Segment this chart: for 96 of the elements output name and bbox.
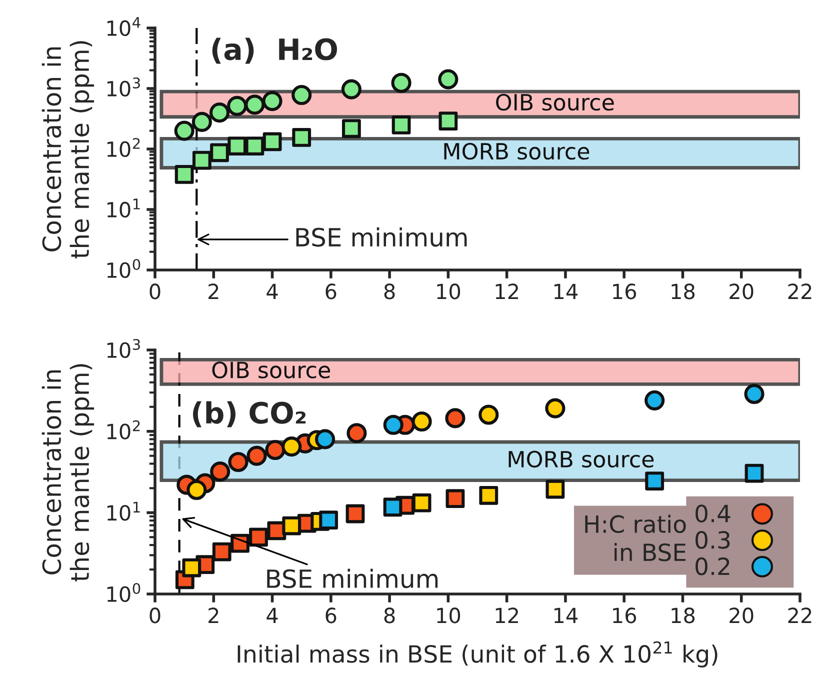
point	[210, 143, 229, 162]
x-tick-label: 8	[384, 284, 395, 300]
x-tick-label: 6	[326, 284, 336, 300]
point	[438, 112, 458, 130]
annotation: BSE minimum	[267, 568, 438, 588]
y-tick-label: 10$^{0}$	[107, 582, 140, 602]
point	[478, 404, 499, 425]
point	[319, 510, 338, 530]
point	[246, 446, 267, 466]
x-tick-label: 16	[613, 608, 636, 624]
legend-label: 0.2	[696, 557, 730, 576]
x-tick-label: 0	[150, 284, 160, 300]
point	[174, 164, 194, 184]
point	[391, 72, 412, 93]
point	[249, 528, 268, 547]
text: (b) CO₂	[192, 401, 306, 428]
x-tick-label: 18	[672, 608, 695, 624]
point	[245, 136, 264, 156]
point	[445, 408, 466, 428]
x-axis-title: Initial mass in BSE (unit of 1.6 X 10$^{21}$ kg)	[238, 641, 718, 668]
x-tick-label: 10	[437, 284, 460, 300]
point	[479, 486, 498, 505]
point	[315, 429, 336, 450]
point	[209, 102, 230, 123]
y-tick-label: 10$^{1}$	[107, 502, 140, 521]
point	[383, 414, 404, 435]
x-tick-label: 14	[554, 608, 578, 624]
band-label: MORB source	[508, 450, 654, 468]
x-tick-label: 4	[266, 608, 278, 624]
point	[438, 69, 458, 90]
y-tick-label: 10$^{2}$	[107, 420, 140, 440]
point	[228, 452, 248, 472]
point	[282, 436, 302, 457]
band-label: OIB source	[212, 362, 330, 378]
point	[346, 423, 367, 444]
point	[341, 79, 362, 100]
x-tick-label: 8	[384, 608, 395, 624]
point	[227, 96, 248, 116]
point	[342, 119, 361, 138]
y-tick-label: 10$^{1}$	[107, 198, 140, 218]
point	[346, 504, 365, 524]
point	[292, 84, 312, 106]
x-tick-label: 22	[788, 608, 812, 624]
x-tick-label: 0	[150, 608, 160, 624]
point	[744, 384, 764, 404]
x-tick-label: 18	[672, 284, 695, 300]
x-tick-label: 2	[208, 284, 218, 300]
point	[210, 462, 230, 482]
x-tick-label: 4	[266, 284, 278, 300]
point	[644, 390, 665, 410]
band-label: OIB source	[496, 94, 614, 111]
y-tick-label: 10$^{2}$	[107, 138, 140, 158]
point	[244, 94, 265, 115]
point	[262, 132, 282, 152]
point	[546, 480, 565, 499]
point	[545, 398, 566, 418]
x-tick-label: 6	[326, 608, 336, 624]
point	[174, 120, 194, 141]
legend-title: H:C ratio in BSE	[585, 514, 686, 562]
x-tick-label: 14	[554, 284, 578, 300]
point	[392, 115, 411, 134]
y-axis-title: Concentration in the mantle (ppm)	[42, 41, 94, 258]
legend-label: 0.3	[696, 531, 730, 549]
x-tick-label: 20	[730, 608, 754, 624]
annotation: BSE minimum	[296, 227, 467, 247]
point	[265, 440, 286, 460]
y-tick-label: 10$^{0}$	[107, 258, 140, 278]
x-tick-label: 20	[730, 284, 754, 300]
band-label: MORB source	[444, 142, 590, 160]
point	[292, 128, 312, 147]
x-tick-label: 2	[208, 608, 218, 624]
x-tick-label: 22	[788, 284, 812, 300]
chart-title: (a) H₂O	[212, 38, 337, 64]
point	[186, 480, 207, 500]
point	[228, 136, 247, 156]
point	[446, 489, 465, 508]
y-tick-label: 10$^{3}$	[107, 77, 140, 97]
y-axis-title: Concentration in the mantle (ppm)	[42, 364, 94, 582]
x-tick-label: 10	[437, 608, 460, 624]
point	[383, 498, 402, 517]
x-tick-label: 12	[496, 284, 518, 300]
point	[412, 411, 432, 432]
y-tick-label: 10$^{3}$	[107, 338, 140, 358]
point	[744, 464, 764, 483]
point	[212, 542, 232, 562]
point	[262, 91, 282, 112]
point	[192, 112, 212, 132]
point	[192, 150, 212, 170]
point	[182, 558, 202, 578]
legend-label: 0.4	[696, 504, 730, 522]
point	[645, 472, 664, 490]
point	[412, 493, 432, 512]
point	[282, 516, 302, 536]
y-tick-label: 10$^{4}$	[107, 17, 140, 36]
x-tick-label: 12	[496, 608, 518, 624]
x-tick-label: 16	[613, 284, 636, 300]
